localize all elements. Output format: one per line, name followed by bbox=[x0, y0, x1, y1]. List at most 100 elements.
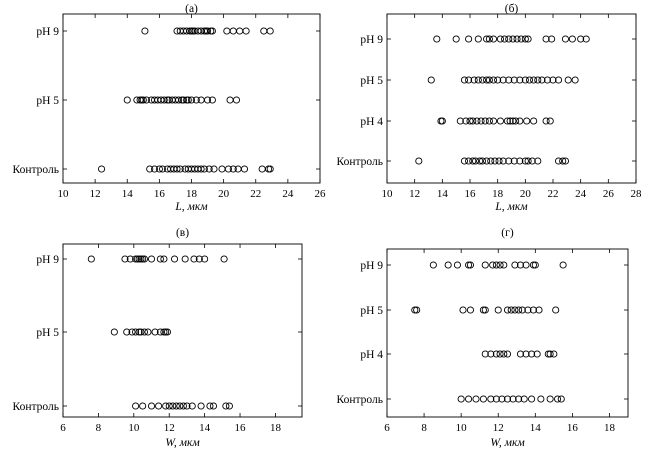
data-point bbox=[170, 255, 179, 263]
data-point bbox=[487, 157, 495, 165]
data-point bbox=[531, 261, 539, 269]
x-tick-label: 10 bbox=[128, 422, 140, 434]
data-point bbox=[506, 117, 514, 125]
category-label: рН 9 bbox=[36, 26, 59, 38]
data-point bbox=[544, 350, 552, 358]
category-label: рН 9 bbox=[36, 254, 59, 266]
data-point bbox=[542, 35, 550, 43]
data-point bbox=[205, 165, 213, 173]
x-tick-label: 12 bbox=[409, 188, 420, 200]
data-point bbox=[489, 261, 497, 269]
plot-frame bbox=[62, 243, 303, 418]
data-point bbox=[568, 35, 576, 43]
x-tick-label: 18 bbox=[186, 188, 198, 200]
data-point bbox=[549, 76, 557, 84]
data-point bbox=[126, 255, 134, 263]
data-point bbox=[510, 76, 518, 84]
data-point bbox=[160, 328, 168, 336]
data-point bbox=[452, 35, 460, 43]
data-point bbox=[135, 255, 143, 263]
data-point bbox=[172, 402, 180, 410]
data-point bbox=[220, 255, 228, 263]
data-point bbox=[525, 76, 534, 84]
x-tick-label: 22 bbox=[548, 188, 559, 200]
data-point bbox=[491, 157, 499, 165]
data-point bbox=[415, 157, 423, 165]
data-point bbox=[552, 306, 560, 314]
data-point bbox=[489, 35, 498, 43]
data-point bbox=[156, 328, 164, 336]
data-point bbox=[564, 76, 572, 84]
x-tick-label: 8 bbox=[421, 422, 427, 434]
data-point bbox=[474, 76, 482, 84]
x-axis-label: L, мкм bbox=[174, 201, 208, 213]
data-point bbox=[478, 157, 487, 165]
data-point bbox=[529, 306, 538, 314]
data-point bbox=[218, 165, 226, 173]
data-point bbox=[226, 96, 234, 104]
data-point bbox=[521, 76, 529, 84]
data-point bbox=[176, 165, 184, 173]
data-point bbox=[258, 165, 266, 173]
data-point bbox=[459, 306, 467, 314]
data-point bbox=[498, 395, 506, 403]
data-point bbox=[503, 117, 511, 125]
data-point bbox=[516, 76, 524, 84]
x-tick-label: 20 bbox=[218, 188, 230, 200]
data-point bbox=[453, 261, 461, 269]
panel-title: (г) bbox=[501, 227, 514, 239]
data-point bbox=[462, 117, 470, 125]
data-point bbox=[554, 157, 563, 165]
data-point bbox=[427, 76, 435, 84]
panel-a: (а) 10 12 14 16 18 20 22 24 26 L, мкм рН 9 рН 5 Контр… bbox=[13, 3, 327, 213]
data-point bbox=[520, 395, 528, 403]
data-point bbox=[165, 402, 173, 410]
data-point bbox=[144, 328, 152, 336]
data-point bbox=[481, 261, 489, 269]
data-point bbox=[483, 76, 491, 84]
data-point bbox=[223, 27, 231, 35]
data-point bbox=[530, 76, 538, 84]
category-label: Контроль bbox=[13, 164, 60, 176]
data-point bbox=[162, 328, 170, 336]
data-point bbox=[204, 27, 212, 35]
x-tick-label: 18 bbox=[270, 422, 282, 434]
data-point bbox=[469, 157, 477, 165]
data-point bbox=[501, 35, 509, 43]
data-point bbox=[499, 157, 507, 165]
data-point bbox=[466, 117, 474, 125]
data-point bbox=[509, 117, 517, 125]
data-point bbox=[496, 35, 504, 43]
data-point bbox=[183, 402, 191, 410]
data-point bbox=[483, 157, 491, 165]
data-point bbox=[500, 261, 508, 269]
data-point bbox=[87, 255, 95, 263]
data-point bbox=[485, 35, 493, 43]
x-axis-label: W, мкм bbox=[165, 437, 200, 449]
data-point bbox=[534, 157, 542, 165]
data-point bbox=[515, 395, 523, 403]
panel-title: (в) bbox=[176, 227, 189, 239]
data-point bbox=[500, 350, 508, 358]
data-point bbox=[208, 96, 216, 104]
data-point bbox=[169, 402, 177, 410]
x-tick-label: 6 bbox=[60, 422, 66, 434]
data-point bbox=[225, 402, 233, 410]
data-point bbox=[492, 395, 500, 403]
data-point bbox=[465, 261, 473, 269]
data-point bbox=[206, 402, 214, 410]
data-point bbox=[476, 157, 484, 165]
data-point bbox=[190, 255, 198, 263]
data-point bbox=[188, 402, 196, 410]
data-point bbox=[266, 165, 274, 173]
data-point bbox=[521, 157, 529, 165]
data-point bbox=[479, 395, 487, 403]
x-tick-label: 6 bbox=[384, 422, 390, 434]
data-point bbox=[132, 402, 140, 410]
data-point bbox=[511, 306, 519, 314]
data-point bbox=[179, 402, 187, 410]
data-point bbox=[528, 157, 536, 165]
panel-title: (б) bbox=[505, 3, 519, 15]
data-point bbox=[163, 328, 172, 336]
data-point bbox=[559, 261, 567, 269]
